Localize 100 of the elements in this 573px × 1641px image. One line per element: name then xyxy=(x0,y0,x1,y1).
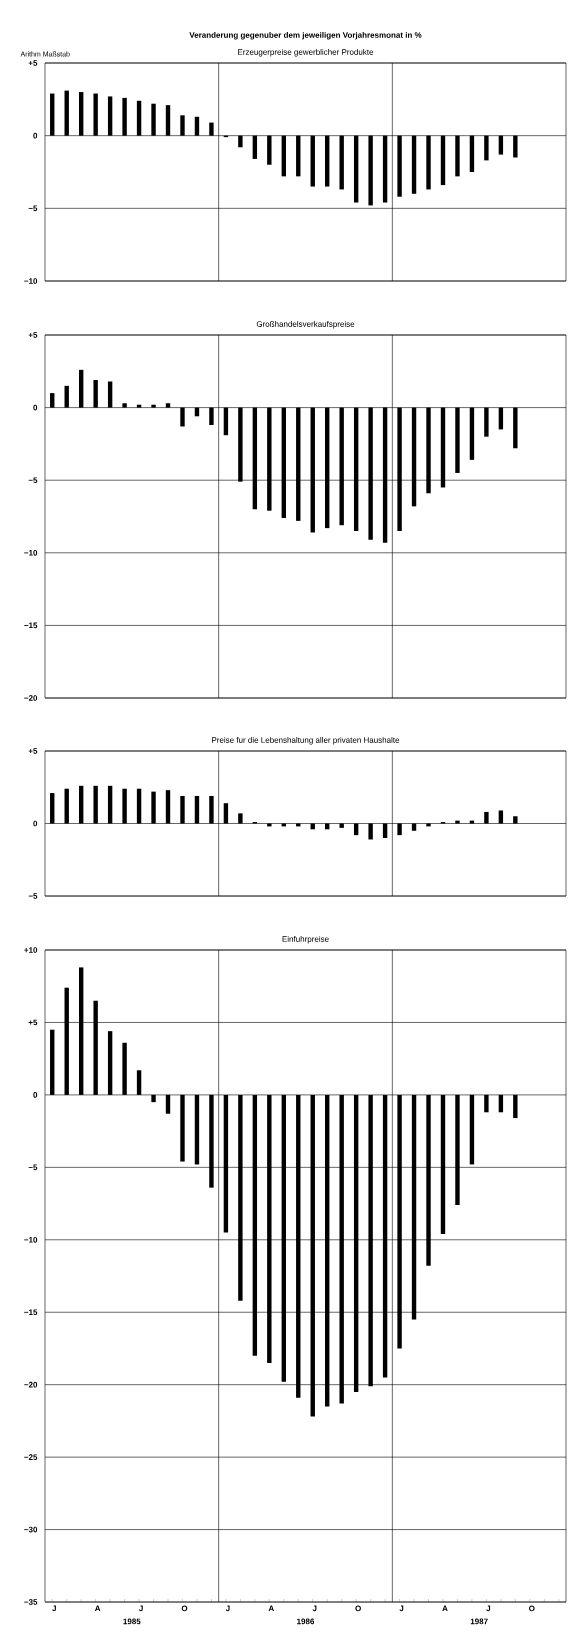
bar xyxy=(498,135,504,155)
bar xyxy=(382,135,388,203)
x-tick-label: A xyxy=(442,1605,448,1612)
bar xyxy=(107,96,113,136)
bar xyxy=(310,135,315,187)
chart-title: Einfuhrpreise xyxy=(282,936,329,944)
bar xyxy=(397,823,402,836)
bar xyxy=(93,785,98,824)
y-tick-label: 0 xyxy=(33,404,38,411)
bar xyxy=(426,1094,431,1266)
bar xyxy=(426,135,431,190)
bar xyxy=(136,788,142,824)
y-tick-label: −15 xyxy=(24,1309,38,1316)
bar xyxy=(440,135,446,186)
bar xyxy=(353,135,359,203)
bar xyxy=(498,810,504,824)
bar xyxy=(209,795,214,824)
bar xyxy=(440,407,446,488)
bar xyxy=(484,1094,489,1113)
bar xyxy=(136,1070,142,1095)
bar xyxy=(484,811,489,824)
bar xyxy=(107,381,113,408)
text: 1986 xyxy=(297,1618,315,1625)
bar xyxy=(78,785,84,824)
bar xyxy=(238,813,243,824)
bar xyxy=(484,135,489,161)
y-tick-label: +10 xyxy=(24,947,38,953)
x-tick-label: O xyxy=(181,1605,188,1612)
y-tick-label: −20 xyxy=(24,1381,38,1388)
bar xyxy=(440,1094,446,1234)
bar xyxy=(151,791,156,824)
bar xyxy=(469,135,475,172)
y-tick-label: −25 xyxy=(24,1454,38,1460)
bar xyxy=(165,403,171,408)
text: Veranderung gegenuber dem jeweiligen Vorjahresmonat in % xyxy=(189,31,422,40)
chart-title: Erzeugerpreise gewerblicher Produkte xyxy=(238,49,374,57)
y-tick-label: −5 xyxy=(28,205,38,212)
bar xyxy=(267,407,272,511)
bar xyxy=(310,407,315,533)
x-tick-label: J xyxy=(52,1605,56,1612)
bar xyxy=(368,407,373,540)
bar xyxy=(151,404,156,408)
x-tick-label: J xyxy=(399,1605,404,1612)
x-tick-label: A xyxy=(268,1605,274,1612)
bar xyxy=(368,1094,373,1387)
bar xyxy=(50,1029,55,1095)
bar xyxy=(180,407,185,427)
bar xyxy=(194,1094,200,1165)
y-tick-label: 0 xyxy=(33,132,38,139)
bar xyxy=(267,135,272,165)
bar xyxy=(455,1094,460,1206)
y-tick-label: −10 xyxy=(24,1236,38,1243)
bar xyxy=(136,404,142,408)
x-tick-label: J xyxy=(486,1605,491,1612)
bar xyxy=(296,1094,301,1398)
bar xyxy=(455,135,460,177)
bar xyxy=(455,820,460,824)
y-tick-label: 0 xyxy=(33,820,38,827)
bar xyxy=(180,115,185,136)
bar xyxy=(353,1094,359,1392)
bar xyxy=(122,97,127,136)
bar xyxy=(484,407,489,437)
y-tick-label: +5 xyxy=(28,1019,38,1026)
text: 1985 xyxy=(123,1618,141,1625)
y-tick-label: 0 xyxy=(33,1092,38,1098)
bar xyxy=(107,785,113,824)
bar xyxy=(209,1094,214,1188)
bar xyxy=(469,820,475,824)
bar xyxy=(64,788,69,824)
bar xyxy=(252,407,258,510)
bar xyxy=(78,369,84,408)
bar xyxy=(122,403,127,408)
bar xyxy=(368,823,373,840)
bar xyxy=(194,795,200,824)
bar xyxy=(513,135,518,158)
x-tick-label: J xyxy=(312,1605,317,1612)
bar xyxy=(238,135,243,148)
y-tick-label: −20 xyxy=(24,695,38,701)
bar xyxy=(513,407,518,449)
y-tick-label: −10 xyxy=(24,278,38,284)
bar xyxy=(252,1094,258,1356)
y-tick-label: +5 xyxy=(28,332,38,338)
bar xyxy=(411,1094,417,1320)
bar xyxy=(64,987,69,1095)
x-tick-label: O xyxy=(529,1605,535,1612)
bar xyxy=(151,103,156,136)
x-tick-label: J xyxy=(225,1605,230,1612)
bar xyxy=(136,100,142,136)
bar xyxy=(426,407,431,494)
bar xyxy=(382,1094,388,1378)
bar xyxy=(50,393,55,408)
y-tick-label: −5 xyxy=(28,893,38,899)
bar xyxy=(281,1094,286,1382)
y-tick-label: −5 xyxy=(28,1164,38,1171)
bar xyxy=(93,380,98,408)
x-tick-label: J xyxy=(138,1605,143,1612)
bar xyxy=(397,1094,402,1349)
bar xyxy=(411,407,417,507)
y-tick-label: +5 xyxy=(28,748,38,754)
bar xyxy=(50,793,55,824)
